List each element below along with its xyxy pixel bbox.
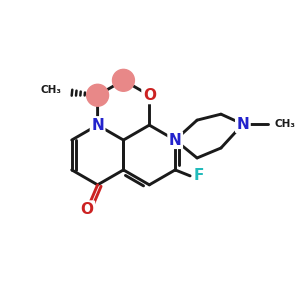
Text: F: F (194, 168, 205, 183)
Text: CH₃: CH₃ (274, 119, 295, 129)
Circle shape (112, 69, 134, 91)
Text: N: N (169, 133, 182, 148)
Text: N: N (91, 118, 104, 133)
Text: N: N (236, 117, 249, 132)
Text: O: O (143, 88, 156, 103)
Circle shape (87, 84, 109, 106)
Text: O: O (81, 202, 94, 217)
Text: CH₃: CH₃ (41, 85, 62, 95)
